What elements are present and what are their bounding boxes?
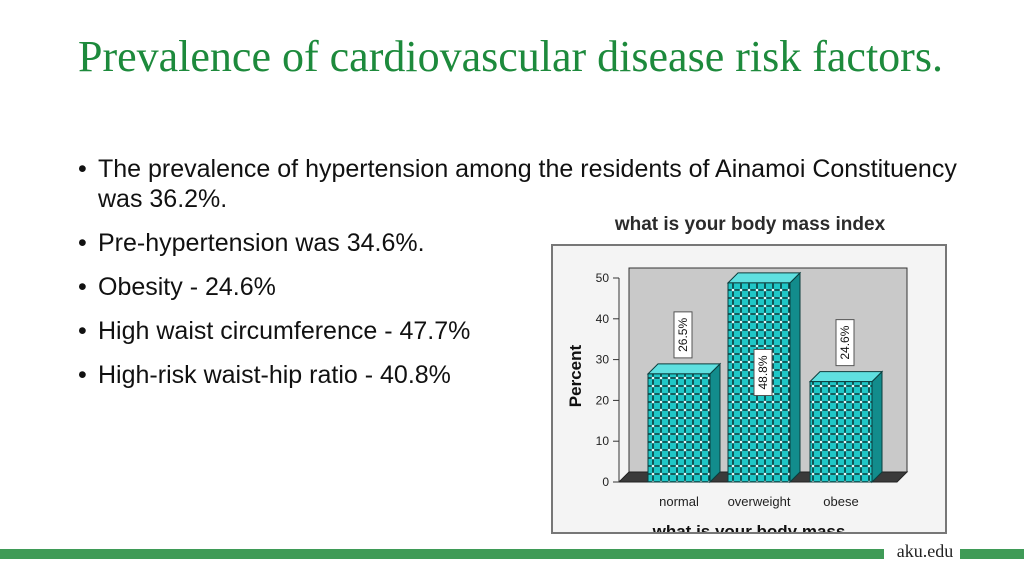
x-axis-tick-labels: normal overweight obese — [659, 494, 859, 509]
footer-bar-right — [960, 549, 1024, 559]
data-label-box — [835, 319, 855, 367]
x-tick-label: obese — [823, 494, 858, 509]
bar-side — [789, 271, 801, 484]
bullet-list: The prevalence of hypertension among the… — [76, 154, 976, 404]
bullet-waist-circumference: High waist circumference - 47.7% — [76, 316, 976, 346]
y-tick-label: 30 — [596, 353, 610, 367]
x-tick-label: overweight — [728, 494, 791, 509]
bar-side — [871, 370, 883, 484]
bar-side — [709, 362, 721, 484]
y-tick-label: 10 — [596, 434, 610, 448]
y-tick-label: 50 — [596, 271, 610, 285]
footer-bar-left — [0, 549, 884, 559]
bar-normal — [646, 362, 722, 484]
footer-domain: aku.edu — [896, 541, 954, 561]
bullet-prehypertension: Pre-hypertension was 34.6%. — [76, 228, 976, 258]
bullet-obesity: Obesity - 24.6% — [76, 272, 976, 302]
chart-frame: 0 10 20 30 40 50 26.5% 48.8% 24.6% normal overwe… — [551, 244, 947, 538]
data-label-box — [753, 348, 773, 396]
bar-obese — [808, 370, 884, 484]
y-axis-ticks: 0 10 20 30 40 50 — [596, 271, 619, 489]
bar-top — [646, 363, 722, 375]
bullet-waist-hip-ratio: High-risk waist-hip ratio - 40.8% — [76, 360, 976, 390]
bmi-chart: what is your body mass index 0 10 20 30 40 50… — [549, 214, 951, 538]
data-label-obese: 24.6% — [835, 319, 855, 367]
x-axis-label: what is your body mass — [652, 522, 846, 532]
y-axis-label: Percent — [566, 344, 585, 407]
data-label-box — [673, 311, 693, 359]
y-tick-label: 0 — [602, 475, 609, 489]
bar-top — [726, 272, 802, 284]
bar-overweight — [726, 271, 802, 484]
data-label-normal: 26.5% — [673, 311, 693, 359]
data-label-text: 26.5% — [676, 318, 690, 352]
chart-title: what is your body mass index — [614, 214, 886, 235]
y-tick-label: 40 — [596, 312, 610, 326]
slide-title: Prevalence of cardiovascular disease ris… — [78, 32, 943, 81]
bullet-hypertension: The prevalence of hypertension among the… — [76, 154, 978, 214]
data-label-text: 48.8% — [756, 355, 770, 389]
y-tick-label: 20 — [596, 393, 610, 407]
data-label-text: 24.6% — [838, 325, 852, 359]
bar-front — [647, 373, 711, 483]
bars: 26.5% 48.8% 24.6% — [646, 271, 884, 484]
x-tick-label: normal — [659, 494, 699, 509]
bar-front — [809, 381, 873, 483]
data-label-overweight: 48.8% — [753, 348, 773, 396]
chart-svg: 0 10 20 30 40 50 26.5% 48.8% 24.6% normal overwe… — [566, 267, 909, 538]
bar-top — [808, 371, 884, 383]
